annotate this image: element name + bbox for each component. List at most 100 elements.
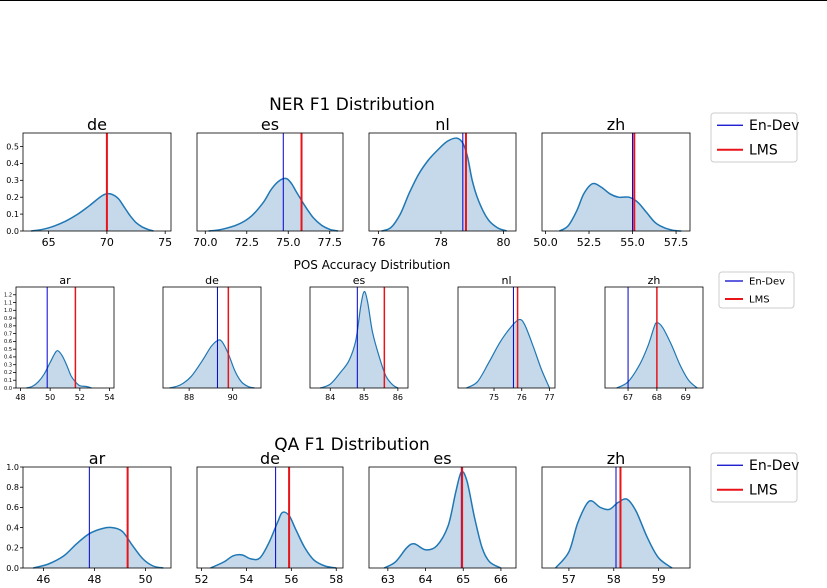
kde-area-es (208, 178, 338, 231)
x-tick-label: 58 (329, 573, 343, 586)
x-tick-label: 77 (544, 393, 554, 402)
x-tick-label: 67 (623, 393, 633, 402)
x-tick-label: 54 (104, 393, 114, 402)
subplot-title-ar: ar (59, 274, 71, 287)
subplot-title-nl: nl (501, 274, 511, 287)
kde-area-de (31, 193, 154, 231)
kde-area-ar (33, 527, 164, 568)
x-tick-label: 54 (239, 573, 253, 586)
y-tick-label: 0.5 (6, 142, 19, 151)
plot-frame-nl (368, 132, 517, 232)
x-tick-label: 56 (284, 573, 298, 586)
y-tick-label: 0.9 (4, 316, 12, 322)
plot-frame-de (162, 286, 262, 389)
x-tick-label: 50 (138, 573, 152, 586)
plot-frame-es (309, 286, 409, 389)
x-tick-label: 72.5 (235, 236, 260, 249)
y-tick-label: 0.0 (6, 564, 19, 573)
legend-lms-label: LMS (749, 295, 770, 306)
y-tick-label: 0.0 (4, 386, 12, 392)
kde-line-zh (554, 498, 673, 569)
kde-area-es (320, 291, 398, 388)
x-tick-label: 70.0 (193, 236, 218, 249)
plot-frame-es (196, 132, 344, 232)
y-tick-label: 0.2 (6, 193, 19, 202)
x-tick-label: 57.5 (664, 236, 689, 249)
subplot-title-de: de (260, 449, 280, 468)
subplot-title-de: de (205, 274, 219, 287)
x-tick-label: 76 (371, 236, 385, 249)
plot-frame-es (368, 466, 517, 569)
x-tick-label: 68 (652, 393, 662, 402)
legend-en-dev-label: En-Dev (749, 277, 785, 288)
y-tick-label: 0.7 (4, 331, 12, 337)
x-tick-label: 52 (194, 573, 208, 586)
x-tick-label: 64 (419, 573, 433, 586)
x-tick-label: 90 (228, 393, 238, 402)
x-tick-label: 80 (496, 236, 510, 249)
x-tick-label: 70 (100, 236, 114, 249)
kde-line-de (210, 511, 337, 569)
y-tick-label: 0.8 (4, 324, 12, 330)
subplot-title-zh: zh (648, 274, 661, 287)
legend-lms-label: LMS (749, 143, 778, 159)
subplot-title-ar: ar (89, 449, 106, 468)
plot-frame-de (22, 132, 172, 232)
x-tick-label: 69 (681, 393, 691, 402)
x-tick-label: 88 (184, 393, 194, 402)
y-tick-label: 0.0 (6, 227, 19, 236)
chart-title: NER F1 Distribution (269, 95, 435, 115)
kde-line-es (383, 470, 502, 569)
x-tick-label: 52.5 (577, 236, 602, 249)
kde-area-de (210, 512, 337, 568)
kde-area-zh (555, 498, 673, 568)
x-tick-label: 50.0 (533, 236, 558, 249)
kde-line-es (319, 290, 399, 389)
kde-line-nl (466, 318, 551, 389)
y-tick-label: 0.1 (6, 210, 19, 219)
kde-area-nl (466, 319, 550, 388)
y-tick-label: 0.5 (4, 347, 12, 353)
kde-line-de (169, 339, 255, 389)
x-tick-label: 58 (607, 573, 621, 586)
y-tick-label: 0.2 (6, 544, 19, 553)
kde-line-zh (559, 182, 682, 232)
x-tick-label: 52 (75, 393, 85, 402)
kde-area-de (169, 339, 255, 388)
subplot-title-nl: nl (435, 115, 450, 134)
kde-line-nl (381, 137, 507, 232)
y-tick-label: 1.1 (4, 300, 12, 306)
chart-title: QA F1 Distribution (274, 435, 430, 455)
y-tick-label: 1.0 (4, 308, 12, 314)
y-tick-label: 0.4 (4, 355, 12, 361)
legend-lms-label: LMS (749, 483, 778, 499)
y-tick-label: 0.6 (6, 503, 19, 512)
x-tick-label: 55.0 (620, 236, 645, 249)
kde-area-ar (26, 350, 92, 388)
x-tick-label: 76 (517, 393, 527, 402)
plot-frame-de (196, 466, 344, 569)
subplot-title-es: es (433, 449, 451, 468)
plot-frame-zh (541, 466, 691, 569)
plot-frame-ar (22, 466, 172, 569)
x-tick-label: 65 (456, 573, 470, 586)
y-tick-label: 0.4 (6, 523, 19, 532)
x-tick-label: 57 (562, 573, 576, 586)
y-tick-label: 1.2 (4, 293, 12, 299)
kde-area-nl (381, 138, 507, 231)
subplot-title-zh: zh (607, 449, 626, 468)
plot-frame-zh (541, 132, 691, 232)
legend-en-dev-label: En-Dev (749, 118, 799, 134)
x-tick-label: 78 (434, 236, 448, 249)
x-tick-label: 86 (393, 393, 403, 402)
x-tick-label: 63 (381, 573, 395, 586)
subplot-title-es: es (261, 115, 279, 134)
x-tick-label: 66 (494, 573, 508, 586)
x-tick-label: 50 (45, 393, 55, 402)
kde-line-de (31, 192, 154, 232)
kde-line-ar (26, 350, 92, 389)
subplot-title-de: de (87, 115, 107, 134)
x-tick-label: 85 (359, 393, 369, 402)
y-tick-label: 0.6 (4, 339, 12, 345)
y-tick-label: 0.3 (4, 362, 12, 368)
